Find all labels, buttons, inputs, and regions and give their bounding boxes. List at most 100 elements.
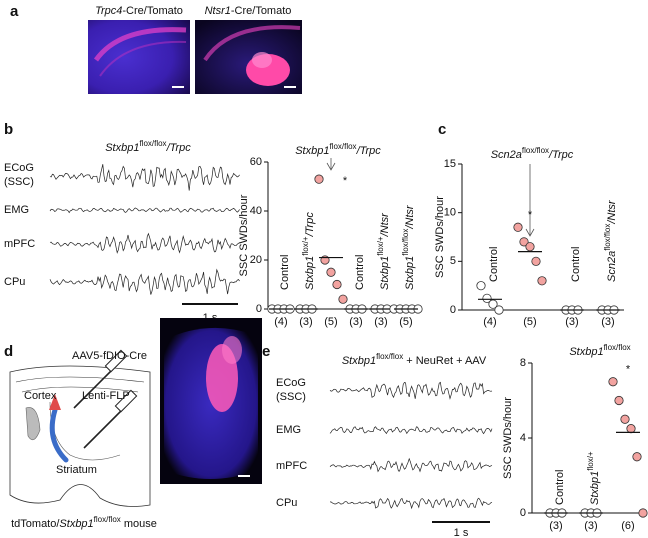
data-point bbox=[476, 281, 486, 291]
text-part: Stxbp1 bbox=[295, 145, 329, 157]
y-axis-label: SSC SWDs/hour bbox=[238, 194, 250, 276]
trace bbox=[329, 497, 493, 510]
data-point bbox=[513, 222, 523, 232]
injection-label: Lenti-FLP bbox=[82, 390, 130, 402]
channel-label: ECoG bbox=[276, 377, 306, 389]
title-part: + NeuRet + AAV bbox=[403, 355, 487, 367]
n-label: (3) bbox=[299, 316, 312, 328]
category-label: Control bbox=[279, 255, 291, 290]
text-part: Stxbp1 bbox=[404, 256, 416, 290]
data-point bbox=[531, 256, 541, 266]
title-part: flox/flox bbox=[139, 139, 166, 148]
y-tick-label: 20 bbox=[250, 254, 262, 266]
trace bbox=[49, 232, 240, 254]
data-point bbox=[632, 452, 642, 462]
n-label: (3) bbox=[565, 316, 578, 328]
arrow-head bbox=[525, 228, 535, 237]
data-point bbox=[482, 293, 492, 303]
text-part: flox/flox bbox=[603, 224, 612, 251]
category-label: Scn2aflox/flox/Ntsr bbox=[603, 199, 618, 282]
title-part: flox/flox bbox=[376, 352, 403, 361]
text-part: /Trpc bbox=[548, 149, 574, 161]
image-d bbox=[160, 318, 262, 484]
channel-label: CPu bbox=[4, 276, 25, 288]
n-label: (3) bbox=[549, 520, 562, 532]
channel-label: mPFC bbox=[4, 238, 35, 250]
data-point bbox=[494, 305, 504, 315]
channel-label: (SSC) bbox=[276, 391, 306, 403]
y-tick-label: 15 bbox=[444, 158, 456, 170]
n-label: (6) bbox=[621, 520, 634, 532]
traces bbox=[49, 164, 240, 295]
data-point bbox=[620, 414, 630, 424]
n-label: (5) bbox=[324, 316, 337, 328]
title-part: /Trpc bbox=[166, 142, 192, 154]
text-part: flox/flox bbox=[329, 142, 356, 151]
category-label: Stxbp1flox/+/Trpc bbox=[301, 212, 316, 290]
trace-title: Stxbp1flox/flox + NeuRet + AAV bbox=[342, 352, 487, 367]
n-label: (4) bbox=[483, 316, 496, 328]
y-tick-label: 40 bbox=[250, 205, 262, 217]
y-tick-label: 0 bbox=[256, 303, 262, 315]
text-part: /Ntsr bbox=[606, 199, 618, 225]
chart-title: Scn2aflox/flox/Trpc bbox=[491, 146, 574, 161]
y-tick-label: 4 bbox=[520, 432, 526, 444]
label-part: -Cre/Tomato bbox=[231, 5, 292, 17]
label-part: Trpc4 bbox=[95, 5, 122, 17]
caption-part: Stxbp1 bbox=[59, 518, 93, 530]
data-point bbox=[326, 267, 336, 277]
text-part: Scn2a bbox=[606, 251, 618, 282]
category-label: Stxbp1flox/flox/Ntsr bbox=[401, 204, 416, 290]
text-part: /Trpc bbox=[304, 212, 316, 238]
annotation: * bbox=[528, 209, 533, 221]
channel-label: ECoG bbox=[4, 162, 34, 174]
text-part: Stxbp1 bbox=[304, 256, 316, 290]
panel-label: a bbox=[10, 3, 19, 20]
channel-label: EMG bbox=[276, 424, 301, 436]
n-label: (5) bbox=[399, 316, 412, 328]
category-label: Stxbp1flox/+ bbox=[586, 451, 601, 505]
y-tick-label: 5 bbox=[450, 255, 456, 267]
n-label: (3) bbox=[374, 316, 387, 328]
n-label: (4) bbox=[274, 316, 287, 328]
title-part: Stxbp1 bbox=[105, 142, 139, 154]
y-axis-label: SSC SWDs/hour bbox=[502, 397, 514, 479]
category-label: Control bbox=[570, 247, 582, 282]
text-part: /Ntsr bbox=[379, 212, 391, 238]
text-part: Stxbp1 bbox=[379, 256, 391, 290]
n-label: (3) bbox=[601, 316, 614, 328]
category-label: Control bbox=[554, 470, 566, 505]
text-part: Scn2a bbox=[491, 149, 522, 161]
panel-label: d bbox=[4, 343, 13, 360]
text-part: /Ntsr bbox=[404, 204, 416, 230]
chart-title: Stxbp1flox/flox/Trpc bbox=[295, 142, 381, 157]
text-part: flox/flox bbox=[604, 343, 631, 352]
trace bbox=[49, 268, 240, 295]
trace bbox=[329, 381, 493, 400]
text-part: Stxbp1 bbox=[569, 346, 603, 358]
region-label: Cortex bbox=[24, 390, 57, 402]
scale-label: 1 s bbox=[454, 527, 469, 538]
y-tick-label: 8 bbox=[520, 357, 526, 369]
image-label: Ntsr1-Cre/Tomato bbox=[205, 5, 292, 17]
n-label: (3) bbox=[584, 520, 597, 532]
channel-label: EMG bbox=[4, 204, 29, 216]
category-label: Stxbp1flox/+/Ntsr bbox=[376, 212, 391, 290]
trace bbox=[49, 207, 240, 214]
data-point bbox=[314, 174, 324, 184]
data-point bbox=[332, 279, 342, 290]
text-part: flox/flox bbox=[522, 146, 549, 155]
title-part: Stxbp1 bbox=[342, 355, 376, 367]
panel-label: e bbox=[262, 343, 270, 360]
text-part: flox/flox bbox=[401, 229, 410, 256]
image-a-left bbox=[88, 20, 190, 94]
panel-label: b bbox=[4, 121, 13, 138]
injection-label: AAV5-fDIO-Cre bbox=[72, 350, 147, 362]
data-point bbox=[608, 377, 618, 387]
arrow-head bbox=[326, 162, 336, 171]
y-tick-label: 0 bbox=[520, 507, 526, 519]
data-point bbox=[638, 508, 648, 518]
region-label: Striatum bbox=[56, 464, 97, 476]
text-part: Stxbp1 bbox=[589, 471, 601, 505]
data-point bbox=[488, 299, 498, 309]
